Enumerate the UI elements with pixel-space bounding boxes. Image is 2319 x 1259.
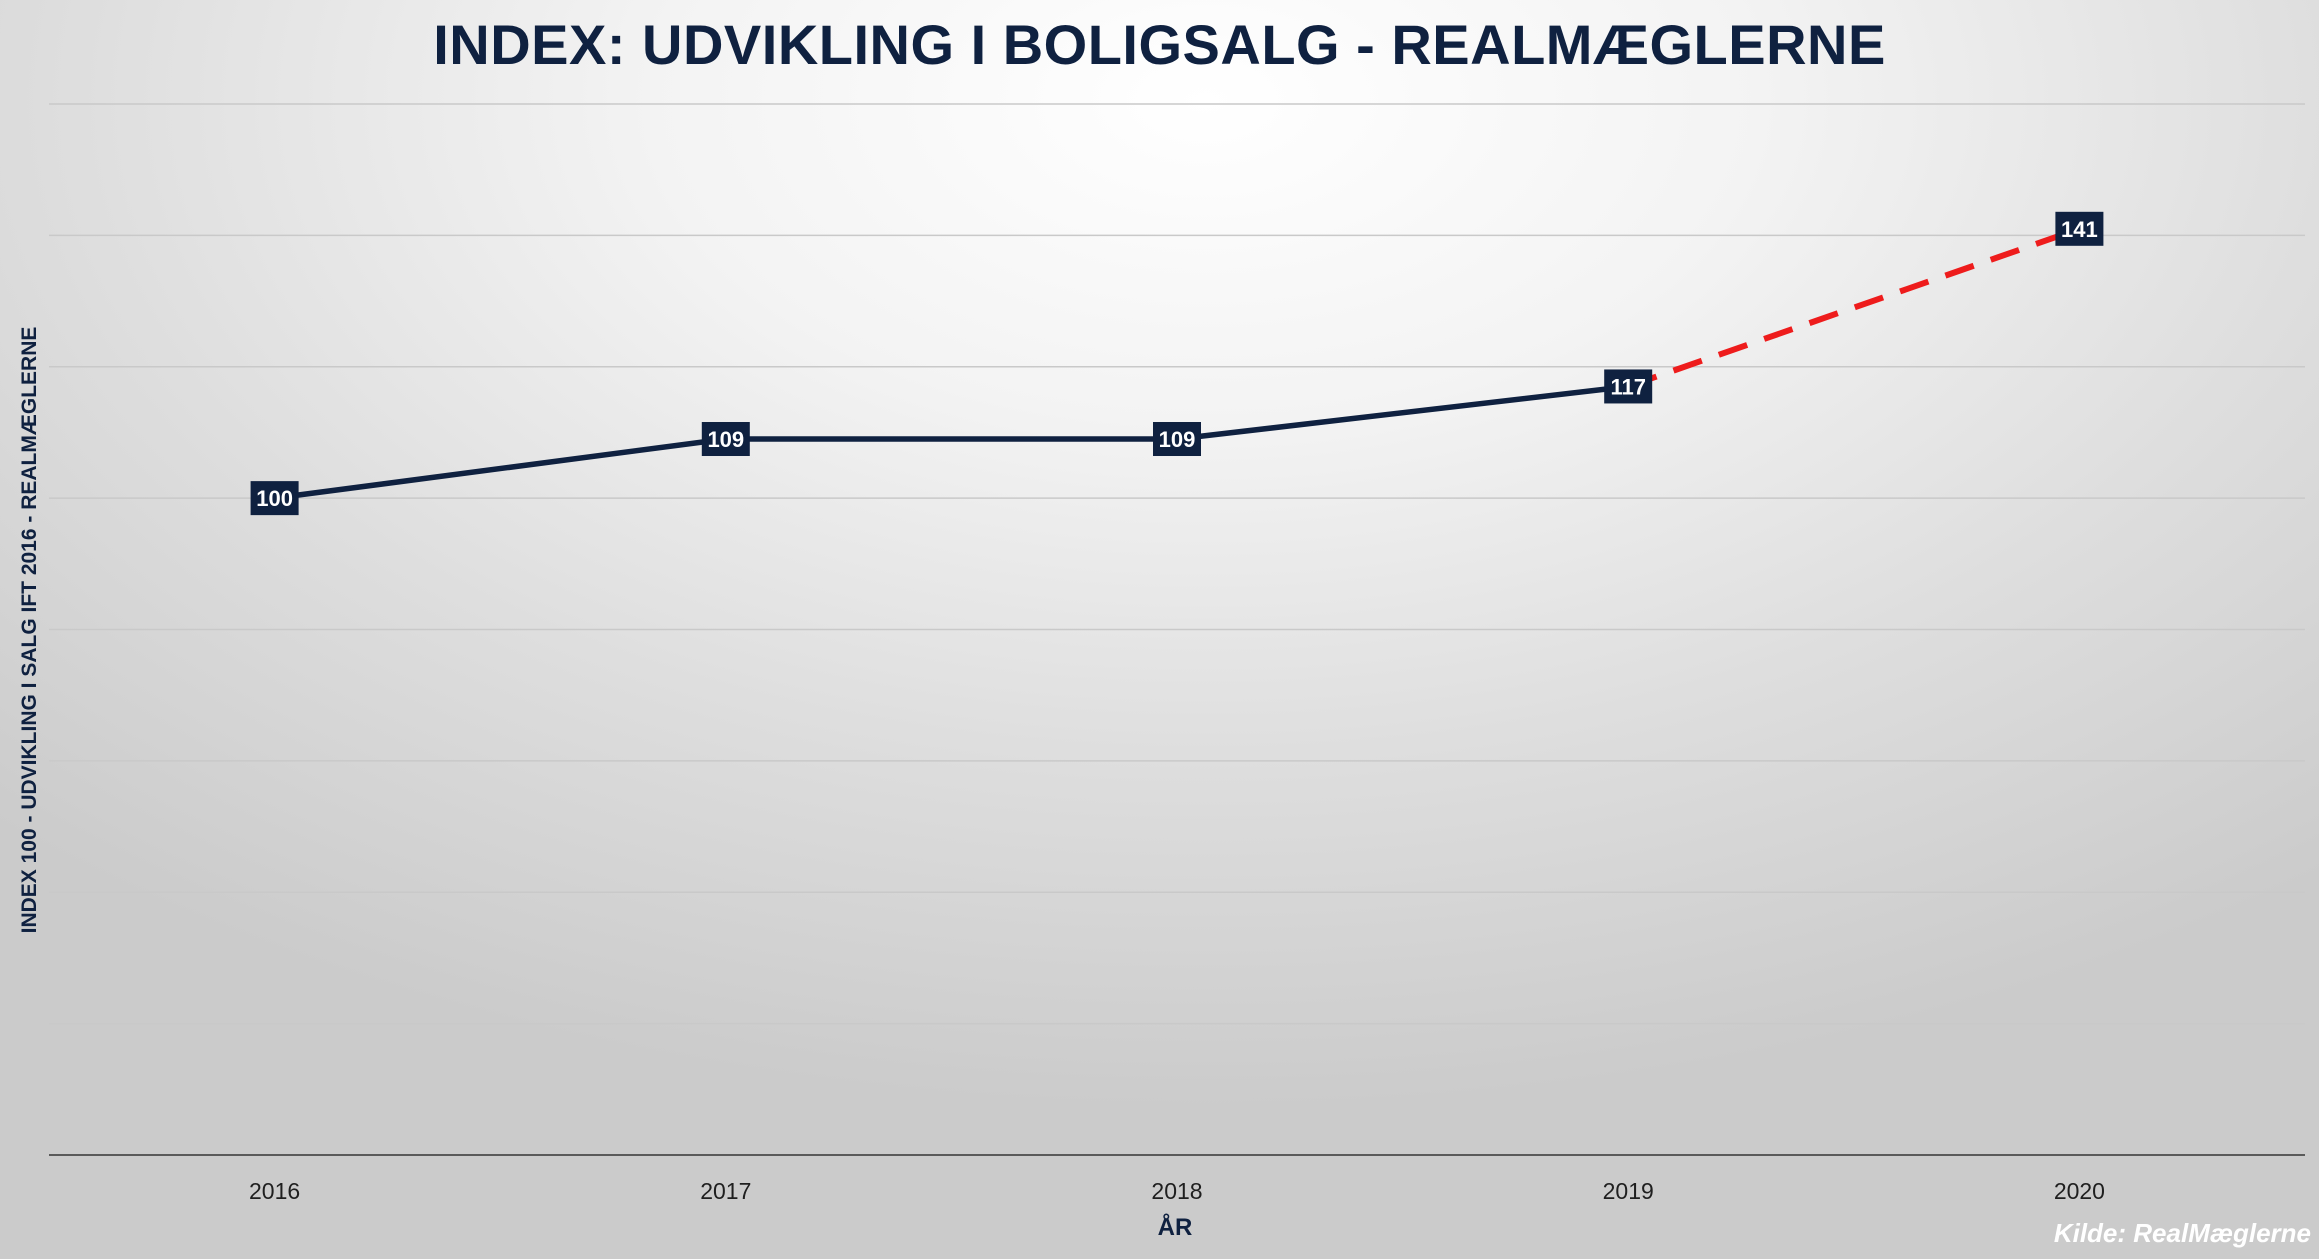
forecast-series-line <box>1627 225 2081 390</box>
x-tick-label: 2017 <box>700 1178 751 1204</box>
data-label-box <box>1153 422 1201 457</box>
x-axis-label: ÅR <box>1157 1214 1193 1241</box>
x-tick-label: 2020 <box>2054 1178 2105 1204</box>
data-label-box <box>701 422 750 457</box>
data-label: 141 <box>2061 217 2098 242</box>
x-tick-label: 2018 <box>1151 1178 1202 1204</box>
actual-series-line <box>274 383 1629 501</box>
data-label-box <box>1604 369 1653 404</box>
source-note: Kilde: RealMæglerne <box>2053 1218 2311 1248</box>
x-tick-label: 2016 <box>249 1178 300 1204</box>
chart-title: INDEX: UDVIKLING I BOLIGSALG - REALMÆGLE… <box>433 13 1886 76</box>
data-label-box <box>250 481 299 516</box>
data-label-box <box>2055 211 2104 246</box>
data-label: 109 <box>1159 427 1196 452</box>
data-label: 117 <box>1610 374 1646 399</box>
x-tick-label: 2019 <box>1603 1178 1654 1204</box>
data-label: 109 <box>707 427 744 452</box>
data-label: 100 <box>256 486 293 511</box>
